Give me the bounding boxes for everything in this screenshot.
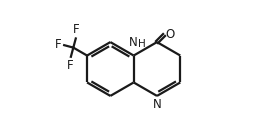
Text: F: F [55,38,62,51]
Text: O: O [165,28,174,41]
Text: N: N [152,98,161,111]
Text: N: N [129,36,138,49]
Text: F: F [73,23,80,36]
Text: H: H [138,39,146,49]
Text: F: F [67,59,74,72]
